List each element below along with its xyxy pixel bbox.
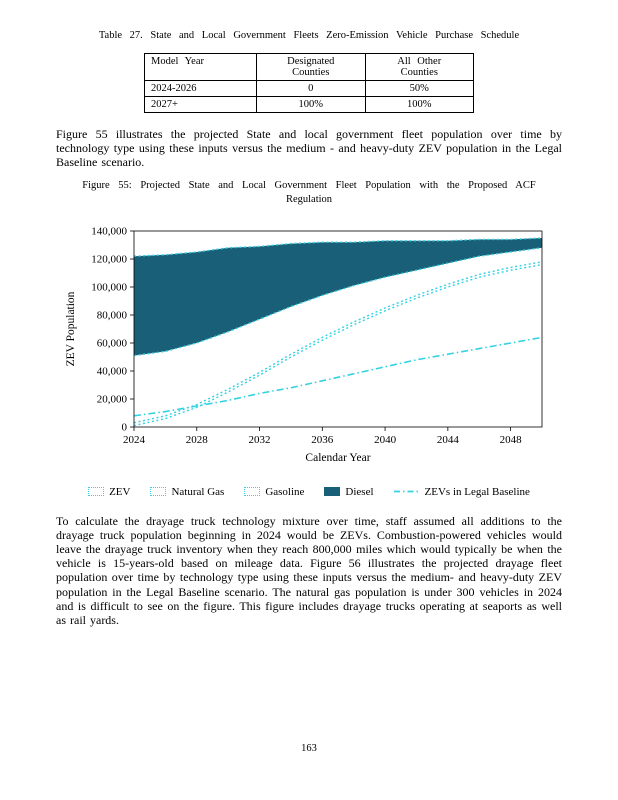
cell-designated: 100% bbox=[256, 96, 366, 113]
legend-item-diesel: Diesel bbox=[324, 485, 374, 498]
x-tick-label: 2036 bbox=[311, 434, 334, 446]
col-header-model-year: Model Year bbox=[144, 53, 257, 81]
x-tick-label: 2032 bbox=[249, 434, 271, 446]
legend-label: ZEVs in Legal Baseline bbox=[424, 485, 530, 498]
table-caption: Table 27. State and Local Government Fle… bbox=[98, 30, 520, 41]
legend-swatch bbox=[244, 487, 261, 497]
figure-caption: Figure 55: Projected State and Local Gov… bbox=[82, 180, 536, 206]
boundary-diesel bbox=[133, 237, 543, 257]
y-tick-label: 80,000 bbox=[97, 309, 128, 321]
y-tick-label: 100,000 bbox=[91, 281, 127, 293]
col-header-designated-counties: Designated Counties bbox=[256, 53, 366, 81]
figure55-chart: 0 20,000 40,000 60,000 80,000 100,000 120,000 1… bbox=[56, 217, 562, 498]
legend-item-natural-gas: Natural Gas bbox=[150, 486, 224, 498]
legend-item-gasoline: Gasoline bbox=[244, 486, 304, 498]
legend-item-zev: ZEV bbox=[88, 486, 130, 498]
cell-all-other: 50% bbox=[364, 80, 474, 97]
x-tick-label: 2028 bbox=[186, 434, 209, 446]
legal-baseline-line bbox=[133, 336, 543, 417]
x-tick-label: 2040 bbox=[374, 434, 397, 446]
y-tick-label: 40,000 bbox=[97, 365, 128, 377]
x-tick-label: 2048 bbox=[500, 434, 522, 446]
fleet-population-chart: 0 20,000 40,000 60,000 80,000 100,000 120,000 1… bbox=[65, 225, 543, 464]
y-tick-label: 20,000 bbox=[97, 393, 128, 405]
cell-all-other: 100% bbox=[364, 96, 474, 113]
x-tick-label: 2024 bbox=[123, 434, 146, 446]
purchase-schedule-table: Model Year Designated Counties All Other… bbox=[144, 53, 474, 113]
y-tick-label: 0 bbox=[122, 421, 128, 433]
table-row: 2027+ 100% 100% bbox=[144, 96, 474, 113]
table-row: 2024-2026 0 50% bbox=[144, 80, 474, 97]
legend-item-zevs-in-legal-baseline: ZEVs in Legal Baseline bbox=[393, 485, 530, 498]
cell-designated: 0 bbox=[256, 80, 366, 97]
legend-line-marker bbox=[393, 487, 420, 496]
legend-swatch bbox=[88, 487, 105, 497]
page-number: 163 bbox=[301, 743, 317, 754]
col-header-all-other-counties: All Other Counties bbox=[364, 53, 474, 81]
diesel-area bbox=[134, 237, 542, 356]
y-tick-label: 60,000 bbox=[97, 337, 128, 349]
legend-label: ZEV bbox=[109, 485, 131, 498]
y-tick-label: 120,000 bbox=[91, 253, 127, 265]
paragraph-figure55-intro: Figure 55 illustrates the projected Stat… bbox=[56, 127, 562, 170]
y-tick-label: 140,000 bbox=[91, 225, 127, 237]
legend-label: Natural Gas bbox=[171, 485, 225, 498]
legend-swatch bbox=[324, 487, 341, 497]
cell-model-year: 2027+ bbox=[144, 96, 257, 113]
legend-swatch bbox=[150, 487, 167, 497]
x-axis-title: Calendar Year bbox=[305, 452, 370, 464]
paragraph-drayage: To calculate the drayage truck technolog… bbox=[56, 513, 562, 627]
chart-legend: ZEV Natural Gas Gasoline Diesel ZEVs in Lega… bbox=[56, 486, 562, 498]
y-axis-title: ZEV Population bbox=[65, 291, 77, 366]
cell-model-year: 2024-2026 bbox=[144, 80, 257, 97]
boundary-gasoline bbox=[133, 246, 543, 357]
table-header-row: Model Year Designated Counties All Other… bbox=[144, 53, 474, 81]
x-tick-label: 2044 bbox=[437, 434, 460, 446]
legend-label: Gasoline bbox=[265, 485, 305, 498]
legend-label: Diesel bbox=[345, 485, 374, 498]
plot-frame bbox=[133, 230, 543, 428]
